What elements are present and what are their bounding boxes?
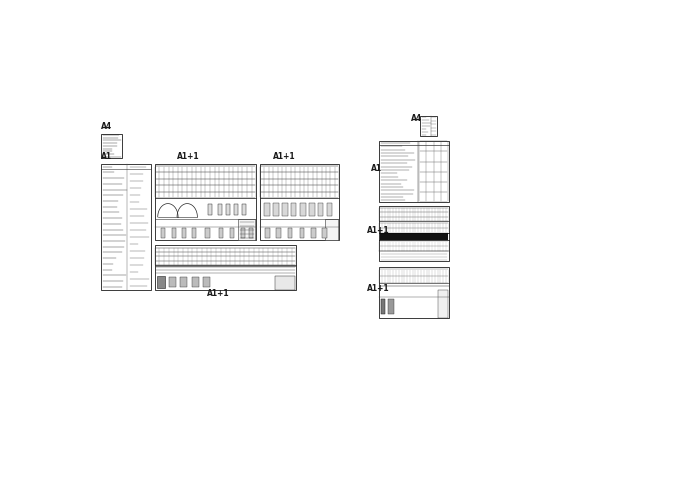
Bar [230, 228, 234, 238]
Bar [101, 134, 121, 158]
Bar [234, 204, 238, 215]
Bar [380, 141, 449, 202]
Text: A4: A4 [411, 114, 422, 123]
Bar [381, 299, 385, 314]
Bar [291, 203, 297, 216]
Bar [206, 228, 210, 238]
Text: A1+1: A1+1 [177, 152, 199, 161]
Bar [380, 267, 449, 318]
Bar [311, 228, 316, 238]
Bar [420, 116, 437, 136]
Bar [155, 164, 256, 240]
Bar [249, 228, 253, 238]
Text: A1+1: A1+1 [367, 285, 390, 293]
Bar [273, 203, 279, 216]
Bar [318, 203, 324, 216]
Bar [300, 203, 306, 216]
Bar [169, 277, 176, 287]
Bar [380, 233, 449, 240]
Bar [241, 228, 245, 238]
Bar [192, 277, 199, 287]
Bar [380, 206, 449, 262]
Bar [208, 204, 212, 215]
Bar [275, 276, 295, 290]
Bar [242, 204, 246, 215]
Bar [282, 203, 288, 216]
Bar [265, 228, 270, 238]
Bar [157, 277, 165, 288]
Bar [155, 245, 297, 290]
Bar [193, 228, 197, 238]
Text: A1+1: A1+1 [367, 226, 390, 235]
Bar [325, 220, 338, 240]
Bar [203, 277, 210, 287]
Bar [438, 290, 448, 318]
Text: A1: A1 [101, 152, 112, 161]
Text: A1+1: A1+1 [273, 152, 295, 161]
Bar [101, 164, 151, 290]
Bar [161, 228, 165, 238]
Bar [322, 228, 326, 238]
Bar [309, 203, 315, 216]
Bar [172, 228, 176, 238]
Bar [276, 228, 281, 238]
Bar [264, 203, 270, 216]
Bar [326, 203, 332, 216]
Text: A1+1: A1+1 [207, 289, 229, 298]
Text: A4: A4 [101, 122, 112, 131]
Bar [217, 204, 221, 215]
Bar [388, 299, 394, 314]
Bar [226, 204, 230, 215]
Bar [219, 228, 223, 238]
Bar [180, 277, 187, 287]
Bar [288, 228, 293, 238]
Bar [182, 228, 186, 238]
Bar [260, 164, 339, 240]
Text: A1: A1 [371, 164, 382, 173]
Bar [238, 220, 255, 240]
Bar [299, 228, 304, 238]
